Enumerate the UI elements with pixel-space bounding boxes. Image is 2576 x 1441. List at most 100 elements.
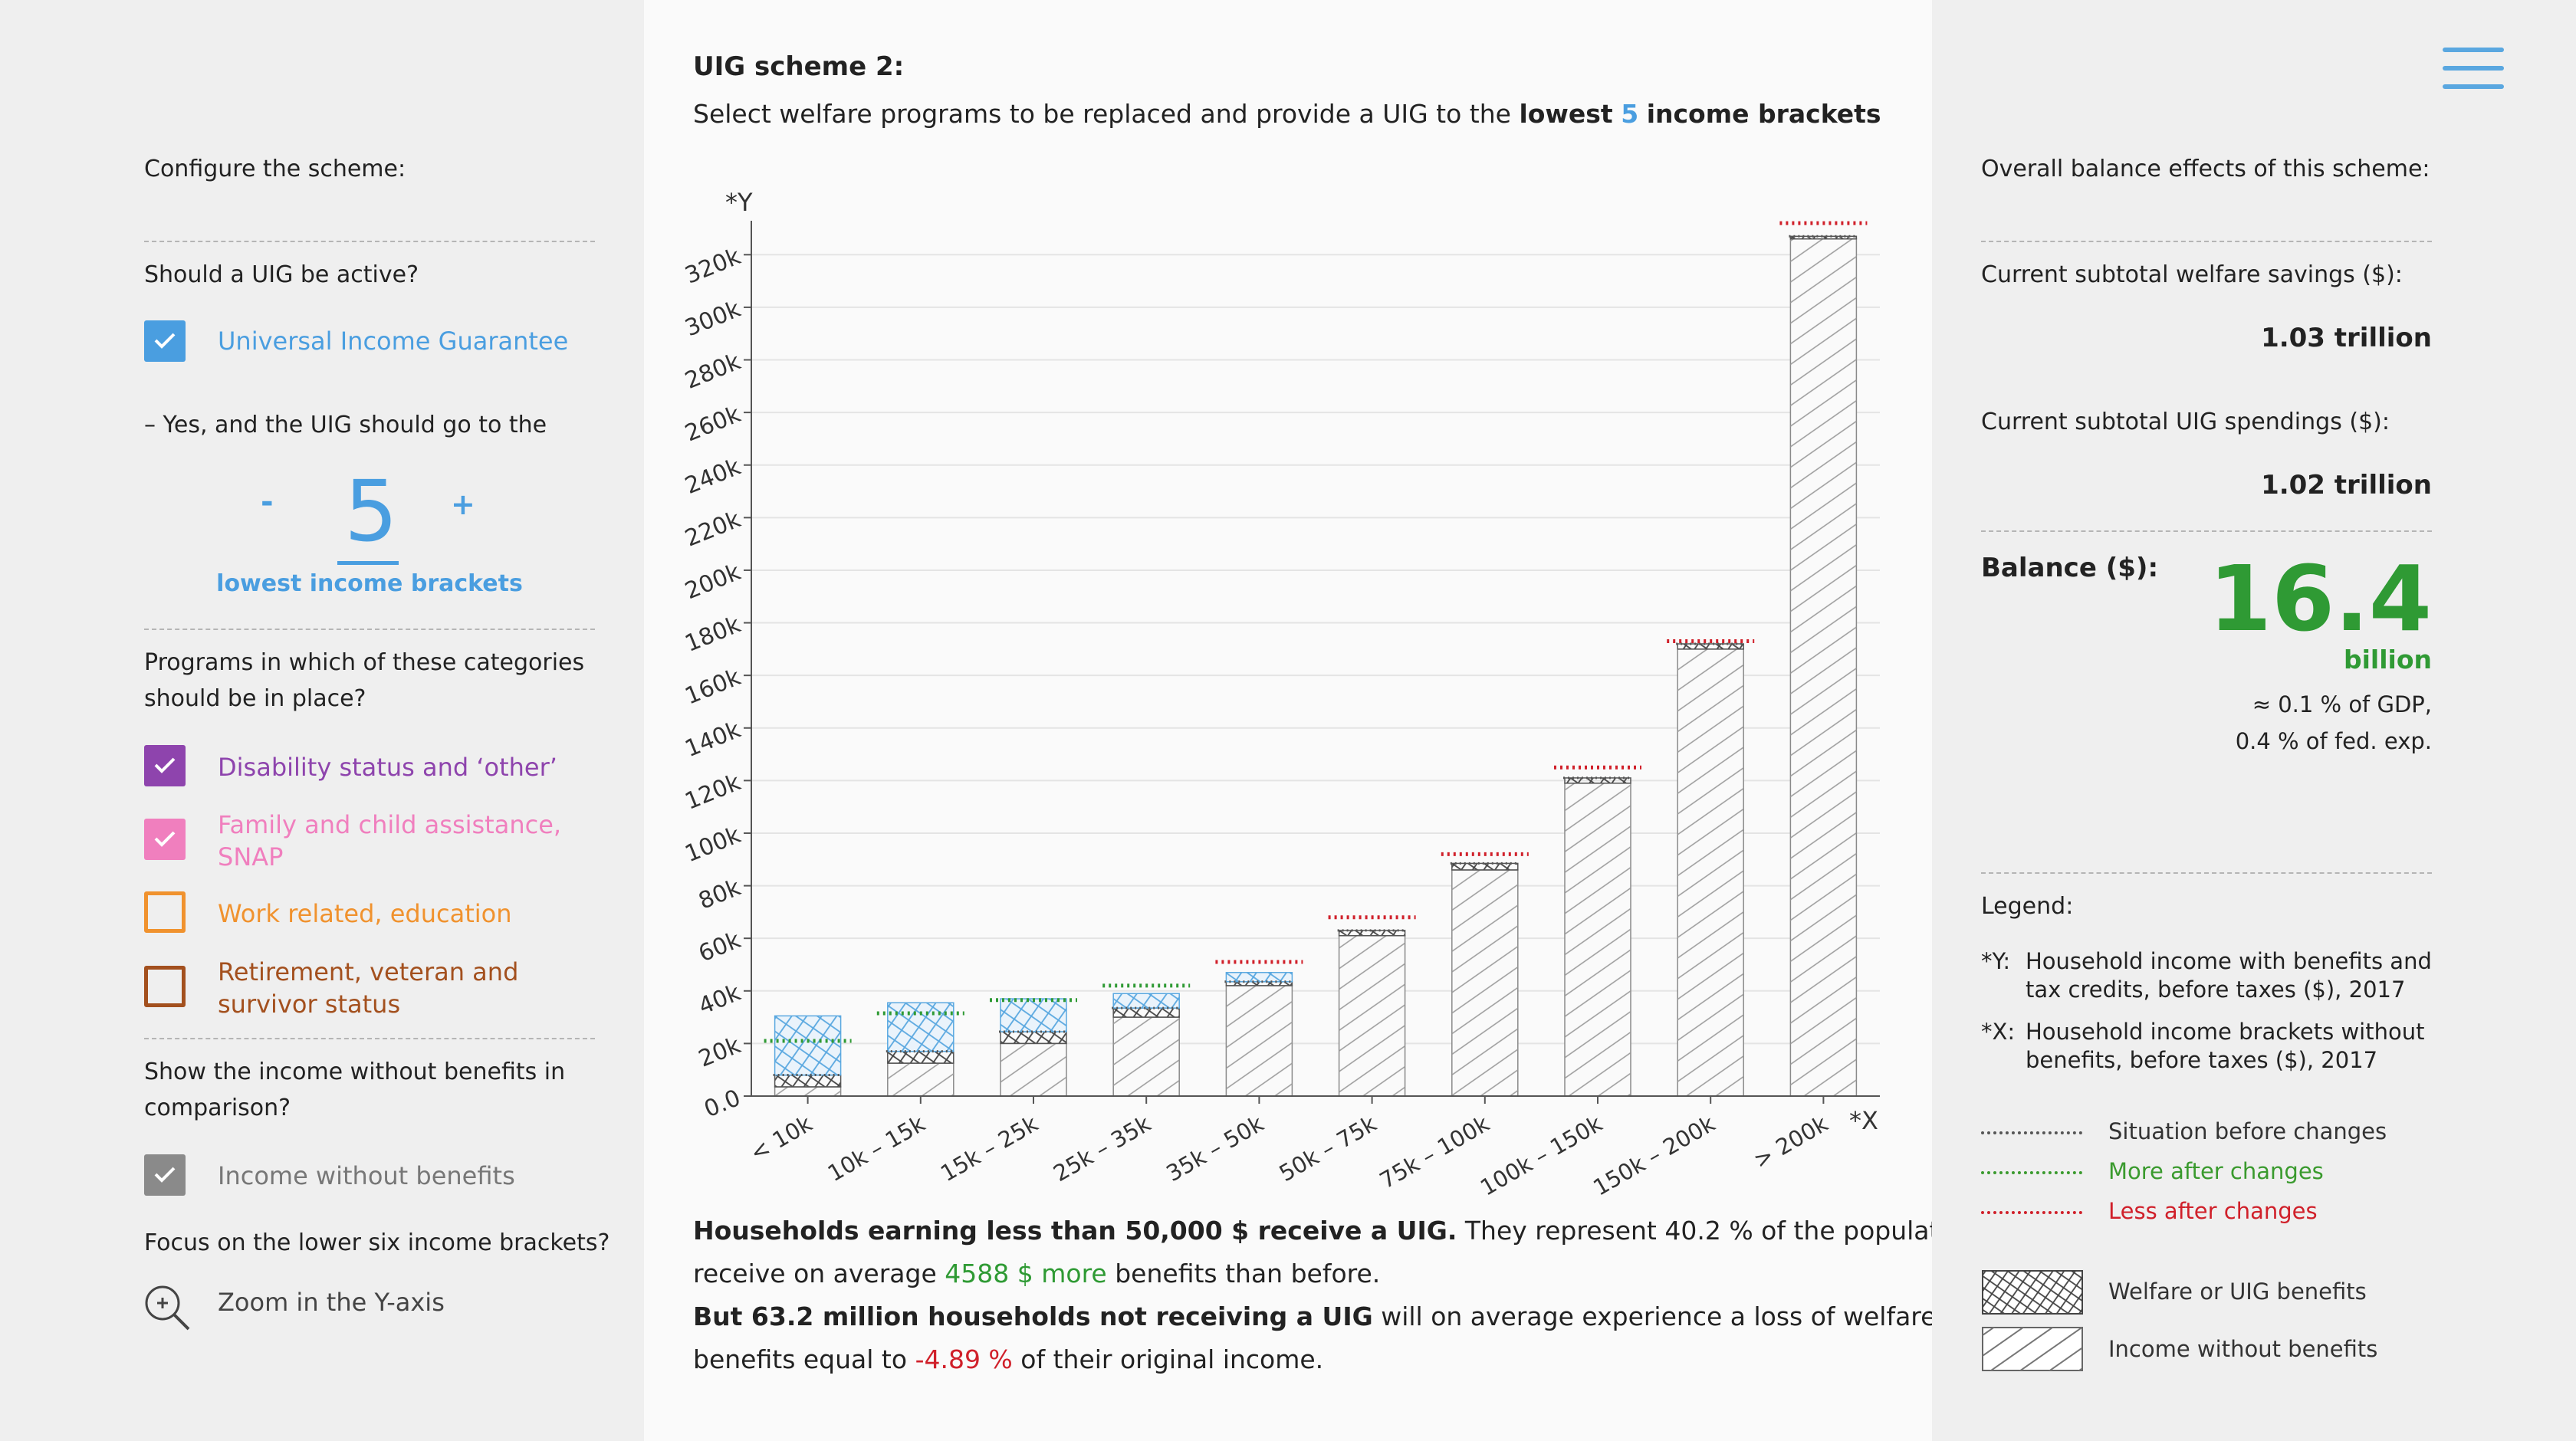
program-label-retirement-line2[interactable]: survivor status — [218, 990, 401, 1019]
legend-x-key: *X: — [1981, 1019, 2016, 1045]
previous-benefits-bar — [1451, 862, 1519, 871]
config-panel: Configure the scheme: Should a UIG be ac… — [0, 0, 644, 1441]
program-label-disability[interactable]: Disability status and ‘other’ — [218, 753, 557, 782]
legend-y-key: *Y: — [1981, 948, 2011, 974]
summary-more-benefits: 4588 $ more — [945, 1259, 1107, 1288]
legend-x-text-line2: benefits, before taxes ($), 2017 — [2026, 1047, 2378, 1073]
y-tick-label: 240k — [682, 453, 745, 500]
previous-benefits-bar — [1225, 981, 1293, 986]
previous-benefits-bar — [1000, 1031, 1067, 1045]
program-label-work[interactable]: Work related, education — [218, 899, 512, 928]
summary-line-3: But 63.2 million households not receivin… — [693, 1295, 1936, 1338]
x-tick-label: > 200k — [1749, 1111, 1832, 1173]
y-tick-label: 120k — [682, 769, 745, 816]
previous-benefits-bar — [1564, 777, 1631, 784]
summary-not-receiving: But 63.2 million households not receivin… — [693, 1301, 1373, 1331]
uig-benefit-bar-hatch — [774, 1016, 841, 1075]
program-checkbox-family[interactable] — [144, 819, 186, 860]
x-tick-label: 25k – 35k — [1049, 1111, 1155, 1187]
x-axis-label: *X — [1849, 1106, 1878, 1135]
summary-text: Households earning less than 50,000 $ re… — [693, 1210, 2033, 1381]
balance-panel: Overall balance effects of this scheme: … — [1932, 0, 2576, 1441]
program-label-retirement-line1[interactable]: Retirement, veteran and — [218, 957, 519, 986]
decrease-brackets-button[interactable]: - — [261, 484, 274, 520]
previous-benefits-bar — [1789, 235, 1858, 240]
check-icon — [154, 831, 176, 847]
y-tick-label: 40k — [695, 980, 744, 1020]
focus-question: Focus on the lower six income brackets? — [144, 1229, 610, 1256]
summary-receive-uig: Households earning less than 50,000 $ re… — [693, 1216, 1457, 1246]
zoom-in-icon — [145, 1285, 190, 1331]
spendings-label: Current subtotal UIG spendings ($): — [1981, 409, 2390, 435]
savings-value: 1.03 trillion — [2261, 323, 2432, 353]
page-title: UIG scheme 2: — [693, 51, 905, 82]
previous-benefits-bar — [887, 1050, 955, 1064]
divider — [144, 1038, 595, 1039]
chart-bars — [764, 221, 1868, 1097]
y-tick-label: 180k — [682, 611, 745, 658]
summary-line-1: Households earning less than 50,000 $ re… — [693, 1210, 2033, 1252]
income-question-line2: comparison? — [144, 1095, 291, 1121]
summary-receive-pre: receive on average — [693, 1259, 937, 1288]
zoom-y-axis-button[interactable]: Zoom in the Y-axis — [143, 1283, 511, 1332]
y-tick-label: 300k — [682, 296, 745, 343]
uig-checkbox-label[interactable]: Universal Income Guarantee — [218, 327, 569, 356]
x-tick-label: 100k – 150k — [1476, 1111, 1607, 1196]
balance-label: Balance ($): — [1981, 553, 2159, 583]
balance-unit: billion — [2343, 645, 2432, 675]
program-checkbox-retirement[interactable] — [144, 966, 186, 1007]
summary-receive-post: benefits than before. — [1115, 1259, 1381, 1288]
program-checkbox-disability[interactable] — [144, 745, 186, 786]
uig-benefit-bar-hatch — [887, 1003, 954, 1052]
income-bar-hatch — [1451, 869, 1518, 1096]
y-tick-label: 260k — [682, 401, 745, 448]
y-tick-label: 280k — [682, 348, 745, 395]
uig-goes-to-text: – Yes, and the UIG should go to the — [144, 412, 547, 438]
legend-less-label: Less after changes — [2108, 1198, 2318, 1224]
subtitle-bracket-count: 5 — [1621, 99, 1639, 129]
program-label-family-line2[interactable]: SNAP — [218, 842, 284, 871]
legend-income-label: Income without benefits — [2108, 1336, 2378, 1362]
income-bar-hatch — [887, 1063, 954, 1096]
uig-checkbox[interactable] — [144, 320, 186, 362]
y-tick-label: 60k — [695, 927, 744, 967]
subtitle-income-brackets: income brackets — [1646, 99, 1881, 129]
programs-question-line1: Programs in which of these categories — [144, 649, 585, 676]
y-tick-label: 20k — [695, 1032, 744, 1072]
legend-y-text-line2: tax credits, before taxes ($), 2017 — [2026, 977, 2406, 1003]
savings-label: Current subtotal welfare savings ($): — [1981, 261, 2403, 288]
increase-brackets-button[interactable]: + — [451, 487, 475, 521]
uig-benefit-bar-hatch — [1226, 972, 1293, 982]
legend-more-label: More after changes — [2108, 1158, 2324, 1184]
divider — [1981, 241, 2432, 242]
income-without-benefits-checkbox[interactable] — [144, 1154, 186, 1196]
income-without-benefits-label[interactable]: Income without benefits — [218, 1161, 515, 1190]
previous-benefits-bar — [1677, 643, 1744, 650]
legend-y-text-line1: Household income with benefits and — [2026, 948, 2432, 974]
x-tick-label: 35k – 50k — [1162, 1111, 1268, 1187]
x-tick-label: 75k – 100k — [1375, 1111, 1494, 1194]
income-bar-hatch — [1226, 985, 1293, 1096]
y-tick-label: 220k — [682, 506, 745, 553]
income-chart: 0.0 20k 40k 60k 80k 100k 120k 140k 160k 180k 200k 2… — [682, 188, 1880, 1196]
program-checkbox-work[interactable] — [144, 891, 186, 933]
summary-loss-percent: -4.89 % — [915, 1344, 1013, 1374]
divider — [144, 241, 595, 242]
balance-value: 16.4 — [2208, 546, 2432, 652]
y-axis-label: *Y — [725, 188, 753, 217]
x-tick-label: 150k – 200k — [1589, 1111, 1720, 1196]
y-tick-label: 200k — [682, 559, 745, 606]
summary-loss-text: will on average experience a loss of wel… — [1381, 1301, 1937, 1331]
previous-benefits-bar — [1112, 1007, 1180, 1018]
spendings-value: 1.02 trillion — [2261, 470, 2432, 501]
divider — [1981, 872, 2432, 874]
hamburger-menu-icon[interactable] — [2443, 48, 2504, 94]
y-tick-label: 160k — [682, 664, 745, 711]
income-question-line1: Show the income without benefits in — [144, 1059, 566, 1085]
x-tick-label: 50k – 75k — [1275, 1111, 1382, 1187]
bracket-count: 5 — [344, 462, 398, 560]
income-bar-hatch — [1790, 238, 1857, 1097]
legend-x-text-line1: Household income brackets without — [2026, 1019, 2425, 1045]
income-bar-hatch — [1339, 935, 1405, 1096]
program-label-family-line1[interactable]: Family and child assistance, — [218, 810, 562, 839]
